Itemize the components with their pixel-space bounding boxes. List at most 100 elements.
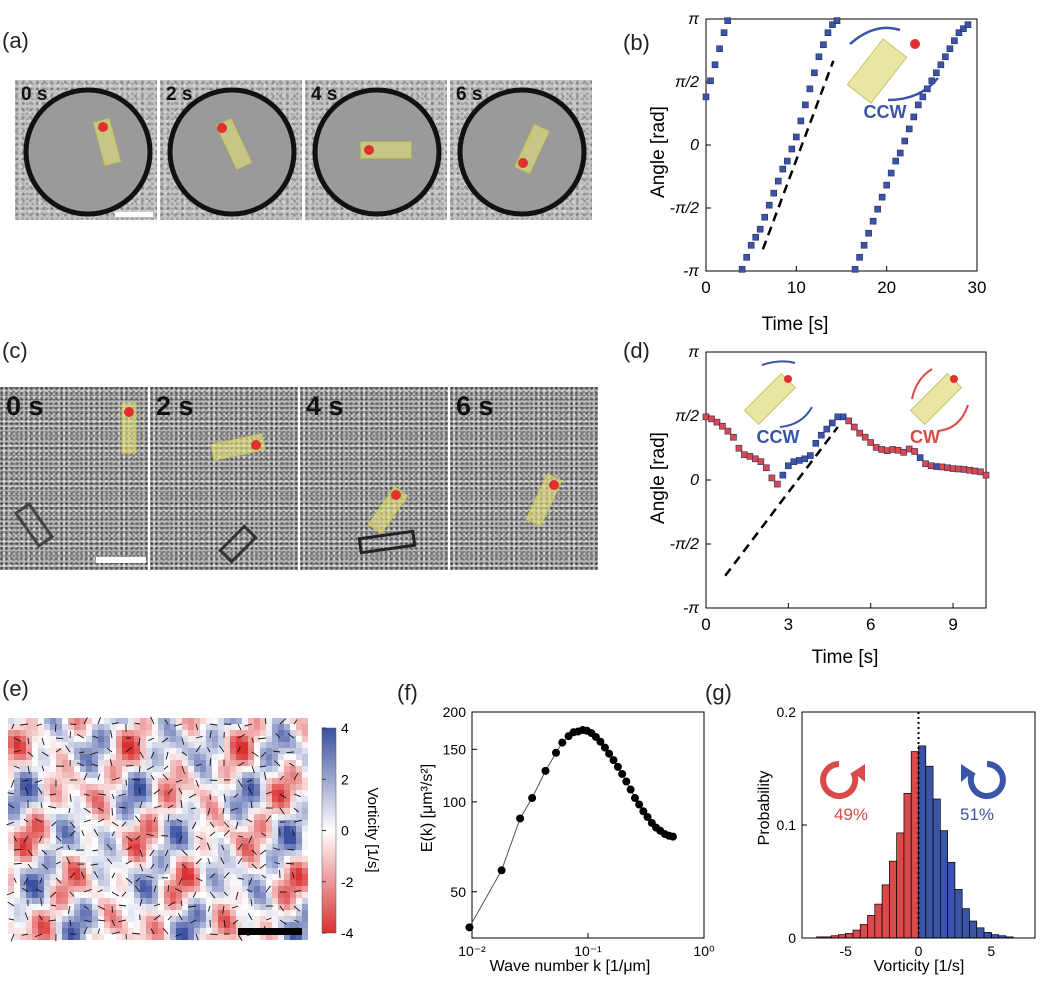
vorticity-cell [14, 934, 20, 940]
vorticity-cell [14, 784, 20, 790]
vorticity-cell [242, 832, 248, 838]
vorticity-cell [50, 730, 56, 736]
x-tick-label: 10⁰ [693, 943, 715, 959]
vorticity-cell [68, 766, 74, 772]
data-point [865, 229, 872, 237]
vorticity-cell [50, 832, 56, 838]
vorticity-cell [248, 772, 254, 778]
vorticity-cell [182, 934, 188, 940]
vorticity-cell [92, 844, 98, 850]
vorticity-cell [110, 898, 116, 904]
vorticity-cell [302, 874, 308, 880]
vorticity-cell [236, 892, 242, 898]
vorticity-cell [272, 742, 278, 748]
vorticity-cell [194, 898, 200, 904]
vorticity-cell [242, 772, 248, 778]
vorticity-cell [242, 778, 248, 784]
vorticity-cell [62, 862, 68, 868]
vorticity-cell [218, 892, 224, 898]
vorticity-cell [254, 922, 260, 928]
vorticity-cell [170, 838, 176, 844]
vorticity-cell [62, 754, 68, 760]
vorticity-cell [260, 856, 266, 862]
vorticity-cell [14, 796, 20, 802]
vorticity-cell [122, 730, 128, 736]
vorticity-cell [230, 718, 236, 724]
velocity-arrow [195, 933, 199, 941]
vorticity-cell [140, 862, 146, 868]
vorticity-cell [80, 886, 86, 892]
vorticity-cell [74, 928, 80, 934]
vorticity-cell [158, 736, 164, 742]
vorticity-cell [272, 718, 278, 724]
vorticity-cell [92, 832, 98, 838]
vorticity-cell [50, 826, 56, 832]
vorticity-cell [146, 718, 152, 724]
vorticity-cell [98, 742, 104, 748]
vorticity-cell [296, 934, 302, 940]
vorticity-cell [68, 760, 74, 766]
velocity-arrow [218, 745, 225, 753]
vorticity-cell [8, 892, 14, 898]
vorticity-cell [110, 826, 116, 832]
velocity-arrow [258, 737, 267, 740]
vorticity-cell [242, 820, 248, 826]
velocity-arrow [23, 877, 29, 885]
vorticity-cell [170, 772, 176, 778]
vorticity-cell [242, 802, 248, 808]
histogram-bar-negative [903, 793, 912, 939]
vorticity-cell [206, 922, 212, 928]
vorticity-cell [50, 934, 56, 940]
histogram-bar-positive [947, 861, 956, 939]
vorticity-cell [98, 766, 104, 772]
vorticity-cell [20, 748, 26, 754]
vorticity-cell [134, 928, 140, 934]
vorticity-cell [134, 880, 140, 886]
vorticity-cell [8, 778, 14, 784]
vorticity-cell [170, 742, 176, 748]
vorticity-cell [26, 718, 32, 724]
vorticity-cell [206, 916, 212, 922]
vorticity-cell [266, 904, 272, 910]
vorticity-cell [8, 802, 14, 808]
velocity-arrow [150, 751, 155, 759]
vorticity-cell [74, 778, 80, 784]
vorticity-cell [146, 934, 152, 940]
vorticity-cell [62, 748, 68, 754]
vorticity-cell [200, 784, 206, 790]
vorticity-cell [236, 826, 242, 832]
vorticity-cell [302, 790, 308, 796]
vorticity-cell [194, 868, 200, 874]
vorticity-cell [224, 856, 230, 862]
histogram-bar-negative [896, 832, 905, 939]
vorticity-cell [158, 892, 164, 898]
vorticity-cell [80, 880, 86, 886]
vorticity-cell [56, 934, 62, 940]
velocity-arrow [24, 912, 29, 921]
vorticity-cell [170, 814, 176, 820]
vorticity-cell [32, 874, 38, 880]
vorticity-cell [62, 922, 68, 928]
vorticity-cell [224, 922, 230, 928]
vorticity-cell [296, 808, 302, 814]
vorticity-cell [26, 910, 32, 916]
vorticity-cell [98, 748, 104, 754]
vorticity-cell [272, 898, 278, 904]
vorticity-cell [14, 874, 20, 880]
vorticity-cell [290, 736, 296, 742]
vorticity-cell [224, 790, 230, 796]
vorticity-cell [98, 790, 104, 796]
vorticity-cell [230, 730, 236, 736]
vorticity-cell [74, 922, 80, 928]
vorticity-cell [242, 736, 248, 742]
velocity-arrow [251, 765, 255, 774]
vorticity-cell [56, 718, 62, 724]
vorticity-cell [146, 880, 152, 886]
vorticity-cell [86, 838, 92, 844]
vorticity-cell [278, 736, 284, 742]
spectrum-point [497, 866, 506, 875]
vorticity-cell [20, 814, 26, 820]
vorticity-cell [224, 904, 230, 910]
vorticity-cell [266, 910, 272, 916]
vorticity-cell [284, 934, 290, 940]
